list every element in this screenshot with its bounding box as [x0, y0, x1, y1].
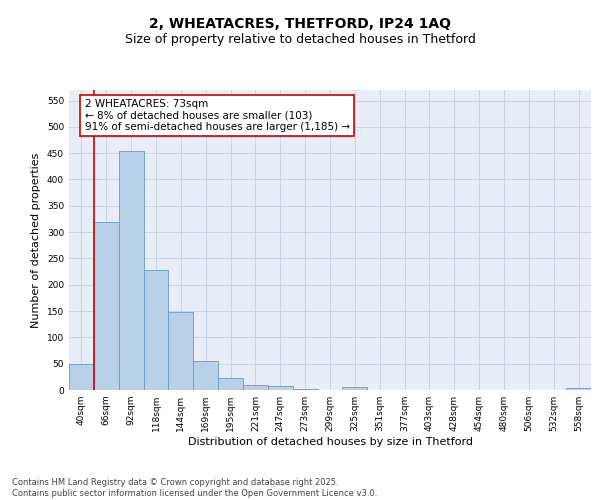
Bar [566, 388, 591, 390]
Bar [119, 150, 143, 390]
Bar [169, 312, 193, 390]
Bar [268, 386, 293, 390]
Text: Size of property relative to detached houses in Thetford: Size of property relative to detached ho… [125, 32, 475, 46]
Bar [243, 384, 268, 390]
Bar [69, 364, 94, 390]
Text: 2 WHEATACRES: 73sqm
← 8% of detached houses are smaller (103)
91% of semi-detach: 2 WHEATACRES: 73sqm ← 8% of detached hou… [85, 99, 350, 132]
Bar [193, 361, 218, 390]
Text: 2, WHEATACRES, THETFORD, IP24 1AQ: 2, WHEATACRES, THETFORD, IP24 1AQ [149, 18, 451, 32]
Bar [94, 222, 119, 390]
Y-axis label: Number of detached properties: Number of detached properties [31, 152, 41, 328]
Bar [343, 388, 367, 390]
Bar [218, 378, 243, 390]
X-axis label: Distribution of detached houses by size in Thetford: Distribution of detached houses by size … [187, 437, 473, 447]
Text: Contains HM Land Registry data © Crown copyright and database right 2025.
Contai: Contains HM Land Registry data © Crown c… [12, 478, 377, 498]
Bar [143, 270, 169, 390]
